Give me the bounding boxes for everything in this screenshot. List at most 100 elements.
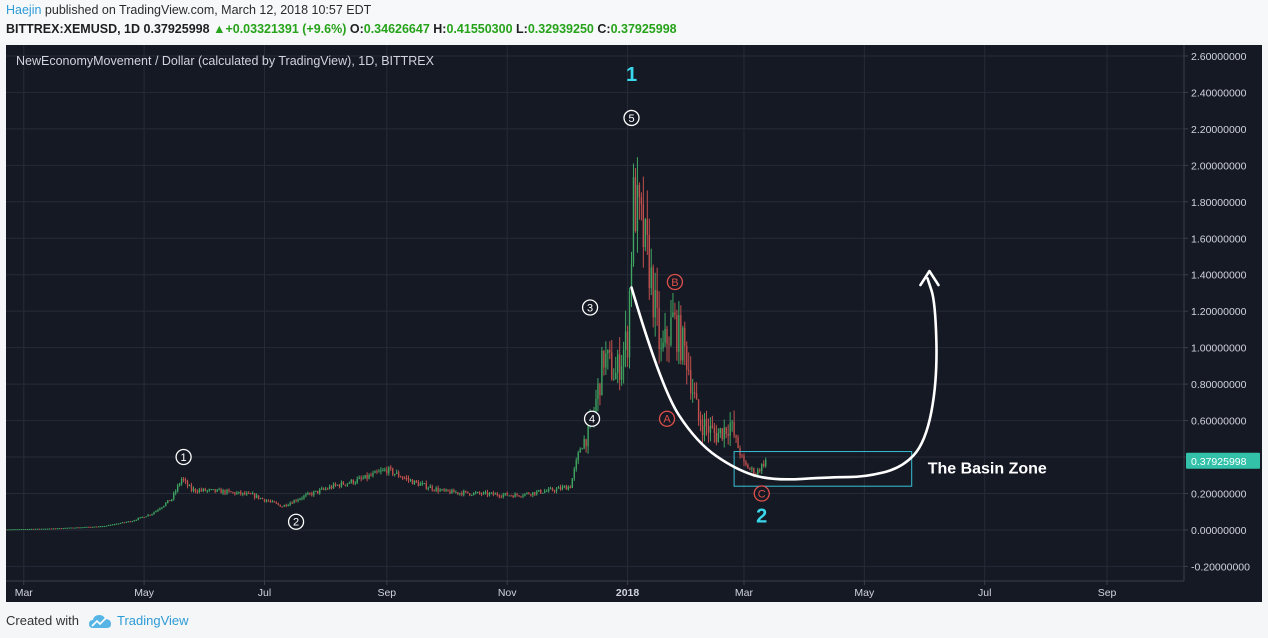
candle-body (386, 469, 388, 474)
candle-body (642, 204, 645, 248)
candle-body (524, 493, 526, 496)
candle-body (336, 484, 339, 486)
candle-body (506, 493, 508, 496)
candle-body (559, 487, 562, 490)
candle-body (394, 473, 396, 475)
candle-body (62, 528, 64, 530)
candle-body (105, 525, 108, 527)
author-link[interactable]: Haejin (6, 3, 42, 17)
candle-body (216, 489, 218, 492)
candle-body (536, 491, 538, 495)
candle-body (528, 492, 530, 495)
candle-body (624, 331, 627, 351)
candle-body (542, 492, 544, 494)
candle-body (684, 327, 686, 346)
candle-body (396, 472, 398, 474)
candle-body (358, 477, 360, 479)
candle-body (733, 422, 735, 436)
candle-body (100, 526, 102, 528)
candle-body (346, 483, 349, 486)
candle-body (569, 486, 572, 489)
candle-body (587, 422, 589, 447)
candle-body (611, 352, 613, 380)
candle-body (747, 464, 749, 469)
candle-body (157, 509, 159, 511)
candle-body (101, 526, 104, 528)
candle-body (474, 492, 477, 494)
candle-body (502, 494, 504, 497)
candle-body (246, 493, 248, 495)
candle-body (470, 495, 473, 497)
tradingview-cloud-icon[interactable] (88, 612, 112, 630)
candle-body (567, 486, 570, 490)
tradingview-link[interactable]: TradingView (117, 613, 189, 628)
candle-body (261, 498, 264, 500)
candle-body (226, 490, 228, 494)
candle-body (192, 488, 195, 491)
candle-body (131, 521, 133, 523)
candle-body (27, 528, 29, 530)
candle-body (449, 491, 451, 494)
candle-body (159, 508, 161, 510)
candle-body (228, 490, 230, 492)
candle-body (326, 488, 329, 490)
wave-label-text: C (758, 488, 766, 500)
candle-body (751, 468, 753, 470)
candle-body (579, 449, 581, 453)
candle-body (439, 489, 441, 492)
candle-body (636, 184, 639, 232)
candle-body (297, 499, 299, 502)
candle-body (267, 500, 270, 502)
candle-body (691, 392, 694, 394)
candle-body (253, 493, 256, 498)
candle-body (42, 528, 45, 530)
candle-body (664, 329, 666, 343)
candle-body (30, 528, 33, 530)
candle-body (56, 528, 58, 530)
candle-body (232, 492, 234, 494)
candle-body (370, 475, 372, 477)
candle-body (368, 475, 370, 479)
chart-background (6, 45, 1262, 602)
candle-body (512, 495, 514, 498)
candle-body (688, 369, 690, 371)
candle-body (208, 489, 210, 491)
candle-body (46, 528, 49, 530)
candle-body (58, 528, 60, 530)
candle-body (364, 475, 366, 479)
candle-body (526, 492, 528, 494)
price-tick-label: 1.80000000 (1191, 197, 1247, 209)
candle-body (757, 469, 759, 476)
candle-body (84, 527, 86, 529)
candle-body (275, 502, 278, 504)
candle-body (741, 455, 743, 457)
candle-body (171, 499, 173, 502)
wave-label-circle (583, 410, 601, 427)
candle-body (666, 329, 668, 344)
candle-body (662, 342, 664, 349)
price-tick-label: 1.00000000 (1191, 343, 1247, 355)
candle-body (417, 482, 420, 486)
candle-body (721, 428, 723, 440)
candle-body (315, 490, 317, 492)
price-tick-label: 2.60000000 (1191, 51, 1247, 63)
price-tick-label: 1.20000000 (1191, 306, 1247, 318)
candle-body (111, 524, 114, 526)
candle-body (354, 482, 356, 484)
candle-body (36, 528, 39, 530)
candle-body (178, 483, 181, 486)
candle-body (648, 234, 650, 289)
candle-body (388, 467, 390, 474)
candle-body (301, 498, 303, 500)
candle-body (660, 348, 662, 350)
price-chart[interactable]: The Basin Zone 1 2 1 2 3 4 5 A B C 2.60000000 2.400… (5, 45, 1262, 602)
candle-body (88, 526, 90, 528)
candle-body (735, 435, 737, 438)
candle-body (214, 489, 216, 492)
candle-body (427, 487, 429, 489)
candle-body (372, 473, 374, 476)
candle-body (709, 425, 712, 433)
candle-body (668, 343, 670, 345)
candle-body (725, 427, 727, 434)
chart-panel[interactable]: The Basin Zone 1 2 1 2 3 4 5 A B C 2.60000000 2.400… (5, 45, 1262, 602)
